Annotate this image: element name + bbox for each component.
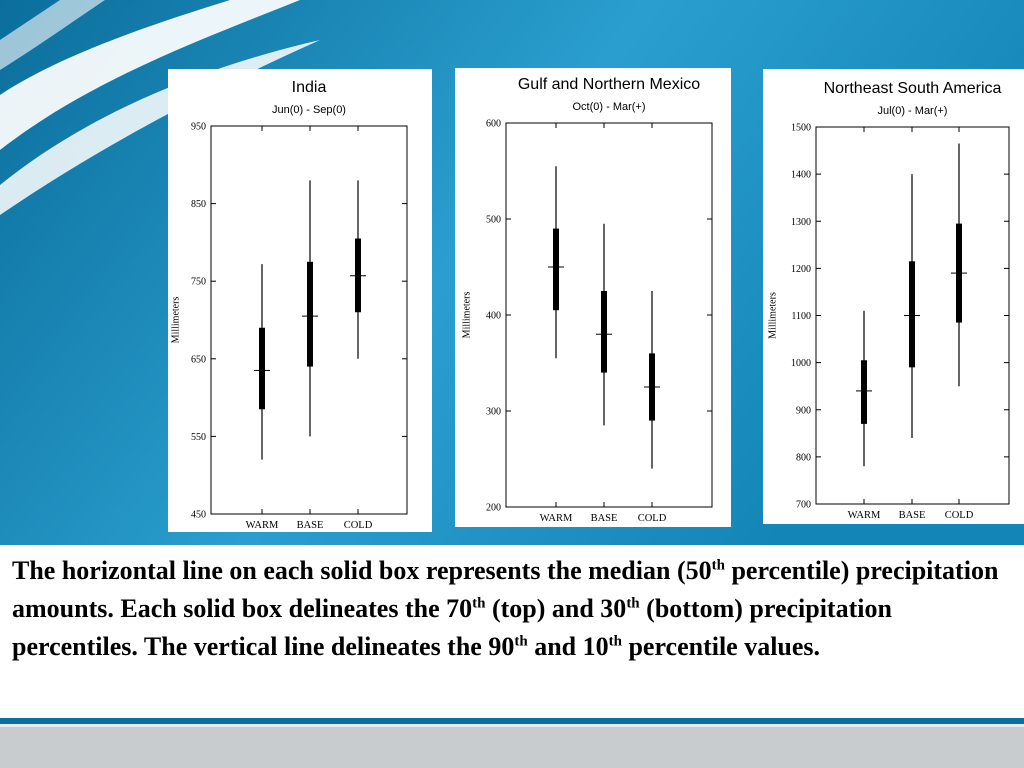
- plot-frame: [505, 122, 713, 508]
- y-tick-label: 500: [486, 215, 501, 226]
- x-tick-label: BASE: [899, 510, 926, 521]
- y-tick-label: 800: [796, 452, 811, 463]
- box-base: [596, 223, 612, 426]
- plot-frame: [210, 125, 408, 515]
- y-tick-label: 400: [486, 311, 501, 322]
- chart-title: India: [292, 79, 327, 96]
- y-tick-label: 750: [191, 277, 206, 288]
- y-tick-label: 550: [191, 432, 206, 443]
- northeast-south-america-box-plot: Northeast South America Jul(0) - Mar(+) 70…: [768, 80, 1010, 521]
- x-tick-label: WARM: [246, 520, 279, 531]
- box-cold: [644, 291, 660, 469]
- x-tick-label: COLD: [945, 510, 974, 521]
- box-30-70: [259, 327, 265, 410]
- chart-subtitle: Jul(0) - Mar(+): [878, 105, 948, 117]
- box-30-70: [553, 228, 559, 311]
- y-tick-label: 650: [191, 354, 206, 365]
- y-axis-label: Millimeters: [768, 292, 779, 339]
- box-warm: [548, 166, 564, 359]
- x-tick-label: BASE: [591, 513, 618, 524]
- y-tick-label: 600: [486, 119, 501, 130]
- chart-title: Northeast South America: [824, 80, 1002, 97]
- gulf-northern-mexico-box-plot: Gulf and Northern Mexico Oct(0) - Mar(+) 2…: [462, 76, 713, 524]
- footer-band: [0, 718, 1024, 768]
- y-axis-label: Millimeters: [462, 292, 473, 339]
- x-tick-label: COLD: [344, 520, 373, 531]
- y-tick-label: 1400: [791, 170, 811, 181]
- y-tick-label: 850: [191, 199, 206, 210]
- y-axis-label: Millimeters: [171, 297, 182, 344]
- box-base: [904, 174, 920, 439]
- y-tick-label: 1200: [791, 264, 811, 275]
- caption-text: The horizontal line on each solid box re…: [12, 556, 999, 661]
- y-tick-label: 1500: [791, 123, 811, 134]
- box-30-70: [909, 261, 915, 368]
- y-tick-label: 700: [796, 500, 811, 511]
- box-cold: [951, 143, 967, 387]
- x-tick-label: WARM: [540, 513, 573, 524]
- y-tick-label: 950: [191, 122, 206, 133]
- chart-panel-northeast-south-america: Northeast South America Jul(0) - Mar(+) 70…: [763, 69, 1024, 524]
- x-tick-label: BASE: [297, 520, 324, 531]
- box-base: [302, 180, 318, 437]
- box-30-70: [307, 261, 313, 367]
- chart-panel-gulf-northern-mexico: Gulf and Northern Mexico Oct(0) - Mar(+) 2…: [455, 68, 731, 527]
- chart-panel-india: India Jun(0) - Sep(0) 450 550 650 750 850 950 Mi…: [168, 69, 432, 532]
- box-warm: [254, 264, 270, 460]
- y-tick-label: 450: [191, 510, 206, 521]
- y-tick-label: 300: [486, 407, 501, 418]
- chart-subtitle: Jun(0) - Sep(0): [272, 104, 346, 116]
- y-tick-label: 1000: [791, 358, 811, 369]
- x-tick-label: COLD: [638, 513, 667, 524]
- chart-title: Gulf and Northern Mexico: [518, 76, 700, 93]
- y-tick-label: 1100: [791, 311, 811, 322]
- x-tick-label: WARM: [848, 510, 881, 521]
- box-30-70: [601, 291, 607, 373]
- chart-subtitle: Oct(0) - Mar(+): [572, 101, 645, 113]
- box-30-70: [861, 360, 867, 424]
- swoosh-graphic: [0, 0, 300, 150]
- y-tick-label: 1300: [791, 217, 811, 228]
- india-box-plot: India Jun(0) - Sep(0) 450 550 650 750 850 950 Mi…: [171, 79, 408, 531]
- box-cold: [350, 180, 366, 359]
- y-tick-label: 200: [486, 503, 501, 514]
- y-tick-label: 900: [796, 405, 811, 416]
- box-warm: [856, 310, 872, 467]
